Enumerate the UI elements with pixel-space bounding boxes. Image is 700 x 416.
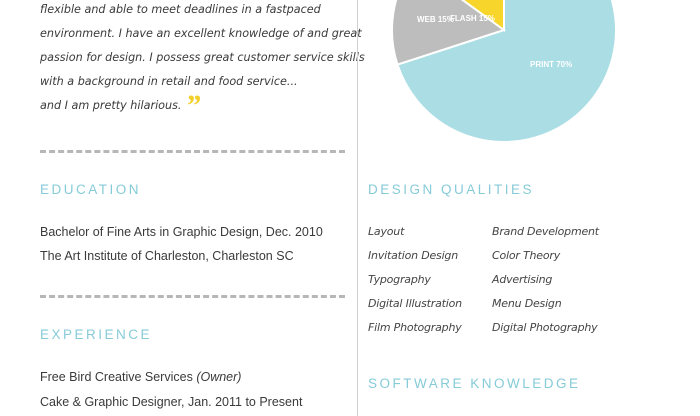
intro-line: flexible and able to meet deadlines in a…: [40, 3, 321, 16]
intro-line: passion for design. I possess great cust…: [40, 51, 365, 64]
skills-pie-chart: PRINT 70% WEB 15%FLASH 15%: [391, 0, 617, 143]
intro-line-text: and I am pretty hilarious.: [40, 99, 182, 112]
quality-item: Color Theory: [492, 249, 561, 262]
experience-company-note: (Owner): [196, 370, 242, 384]
intro-paragraph: flexible and able to meet deadlines in a…: [40, 0, 365, 121]
pie-slice: [391, 0, 507, 66]
section-divider: [40, 295, 345, 298]
pie-slice-label: WEB 15%: [417, 15, 454, 24]
education-degree: Bachelor of Fine Arts in Graphic Design,…: [40, 225, 323, 239]
quality-item: Digital Illustration: [368, 297, 462, 310]
quality-item: Layout: [368, 225, 405, 238]
intro-line-last: and I am pretty hilarious.”: [40, 91, 340, 121]
experience-company: Free Bird Creative Services (Owner): [40, 370, 241, 384]
pie-slice: [461, 0, 505, 32]
software-heading: SOFTWARE KNOWLEDGE: [368, 376, 581, 391]
design-qualities-heading: DESIGN QUALITIES: [368, 182, 535, 197]
education-school: The Art Institute of Charleston, Charles…: [40, 249, 294, 263]
experience-role: Cake & Graphic Designer, Jan. 2011 to Pr…: [40, 395, 303, 409]
column-divider: [357, 0, 358, 416]
quality-item: Menu Design: [492, 297, 562, 310]
quality-item: Typography: [368, 273, 431, 286]
education-heading: EDUCATION: [40, 182, 142, 197]
quality-item: Invitation Design: [368, 249, 458, 262]
pie-slice: [396, 0, 617, 143]
quality-item: Film Photography: [368, 321, 462, 334]
experience-heading: EXPERIENCE: [40, 327, 153, 342]
experience-company-name: Free Bird Creative Services: [40, 370, 193, 384]
closing-quote-icon: ”: [185, 89, 201, 122]
pie-slice-label: PRINT 70%: [530, 60, 572, 69]
quality-item: Digital Photography: [492, 321, 598, 334]
quality-item: Brand Development: [492, 225, 599, 238]
intro-line: with a background in retail and food ser…: [40, 75, 298, 88]
pie-slice-label: FLASH 15%: [450, 14, 495, 23]
quality-item: Advertising: [492, 273, 553, 286]
intro-line: environment. I have an excellent knowled…: [40, 27, 362, 40]
section-divider: [40, 150, 345, 153]
